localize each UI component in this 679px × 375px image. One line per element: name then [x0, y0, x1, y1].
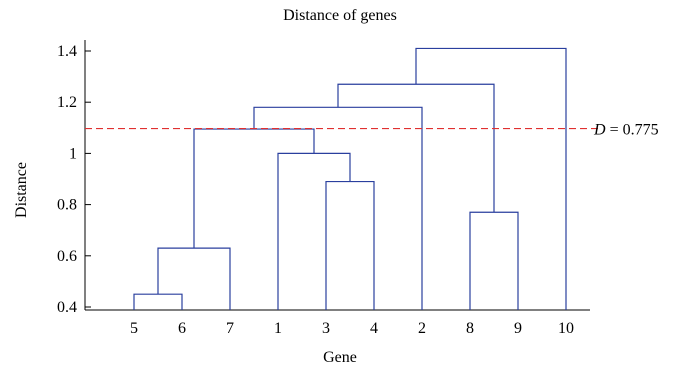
y-axis-label: Distance — [13, 162, 30, 218]
chart-title: Distance of genes — [283, 7, 397, 24]
dendrogram-link — [253, 106, 423, 310]
dendrogram-link — [337, 83, 495, 213]
x-tick-label: 6 — [178, 320, 186, 337]
threshold-label: D = 0.775 — [593, 122, 659, 139]
dendrogram-link — [325, 180, 375, 310]
y-tick-label: 0.8 — [57, 197, 77, 214]
threshold-value: = 0.775 — [606, 122, 659, 139]
dendrogram-link — [415, 47, 567, 310]
x-tick-label: 7 — [226, 320, 234, 337]
y-axis-ticks: 0.4 0.6 0.8 1 1.2 1.4 — [57, 43, 91, 316]
dendrogram-link — [193, 128, 315, 249]
y-tick-label: 1.4 — [57, 43, 77, 60]
dendrogram-link — [469, 211, 519, 310]
x-tick-label: 1 — [274, 320, 282, 337]
x-tick-label: 4 — [370, 320, 378, 337]
y-tick-label: 1 — [69, 145, 77, 162]
y-tick-label: 0.6 — [57, 248, 77, 265]
threshold-variable: D — [593, 122, 606, 139]
x-tick-label: 10 — [558, 320, 574, 337]
x-tick-label: 5 — [130, 320, 138, 337]
x-axis-ticks: 5 6 7 1 3 4 2 8 9 10 — [130, 306, 574, 337]
dendrogram-link — [157, 247, 231, 310]
x-axis-label: Gene — [323, 349, 357, 366]
dendrogram-link — [133, 293, 183, 310]
x-tick-label: 9 — [514, 320, 522, 337]
x-tick-label: 8 — [466, 320, 474, 337]
dendrogram-link — [277, 152, 351, 310]
x-tick-label: 2 — [418, 320, 426, 337]
y-tick-label: 1.2 — [57, 94, 77, 111]
y-tick-label: 0.4 — [57, 299, 77, 316]
x-tick-label: 3 — [322, 320, 330, 337]
dendrogram-links — [133, 47, 567, 310]
